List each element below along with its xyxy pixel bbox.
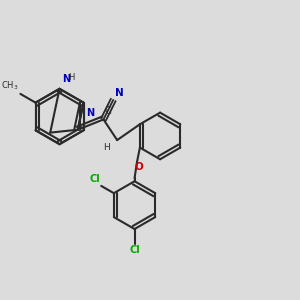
Text: O: O bbox=[134, 163, 143, 172]
Text: N: N bbox=[86, 108, 94, 118]
Text: H: H bbox=[68, 74, 75, 82]
Text: Cl: Cl bbox=[89, 175, 100, 184]
Text: CH$_3$: CH$_3$ bbox=[2, 80, 19, 92]
Text: H: H bbox=[103, 143, 110, 152]
Text: N: N bbox=[62, 74, 70, 84]
Text: Cl: Cl bbox=[129, 245, 140, 255]
Text: C: C bbox=[104, 106, 111, 116]
Text: N: N bbox=[115, 88, 124, 98]
